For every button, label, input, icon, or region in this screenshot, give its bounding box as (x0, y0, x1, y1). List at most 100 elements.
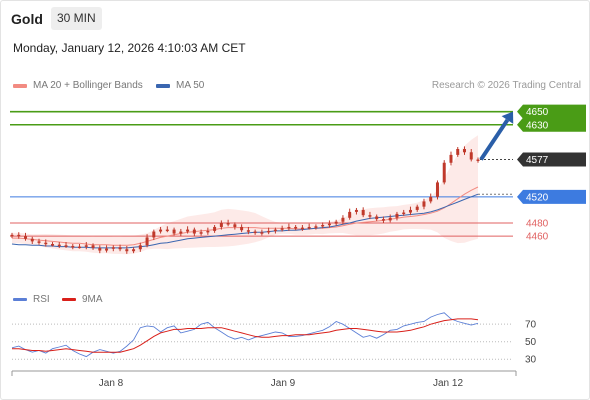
candle-body (267, 230, 271, 233)
level-tag-4520: 4520 (517, 189, 586, 204)
price-candle (159, 226, 163, 234)
price-candle (233, 222, 237, 230)
candle-body (125, 249, 129, 252)
price-candle (10, 232, 14, 239)
candle-body (449, 154, 453, 163)
price-candle (165, 226, 169, 233)
price-candle (246, 226, 250, 235)
price-candle (172, 227, 176, 236)
candle-body (300, 227, 304, 230)
candle-body (30, 238, 34, 242)
price-candle (462, 146, 466, 155)
price-candle (91, 243, 95, 250)
candle-body (206, 230, 210, 233)
candle-body (375, 216, 379, 220)
candle-body (71, 245, 75, 248)
rsi-line (11, 312, 479, 358)
arrow-shaft (479, 118, 510, 161)
candle-body (402, 212, 406, 215)
price-candle (186, 226, 190, 234)
candle-body (233, 224, 237, 227)
candle-body (44, 242, 48, 245)
candle-body (91, 245, 95, 248)
candle-body (159, 229, 163, 232)
level-tag-bg (517, 152, 586, 167)
candle-body (422, 201, 426, 207)
level-tag-4650: 4650 (517, 104, 586, 119)
candle-body (78, 246, 82, 249)
candle-body (132, 249, 136, 252)
price-candle (321, 222, 325, 229)
price-candle (422, 198, 426, 210)
price-candle (199, 229, 203, 236)
price-candle (78, 244, 82, 249)
price-candle (408, 206, 412, 216)
level-tag-text: 4520 (526, 192, 549, 203)
price-candle (415, 204, 419, 212)
candle-body (118, 247, 122, 250)
ma20-line (12, 186, 479, 246)
rsi-swatch (13, 298, 27, 301)
timeframe-button[interactable]: 30 MIN (51, 7, 102, 30)
price-candle (368, 211, 372, 220)
legend-rsi-label: RSI (33, 294, 50, 305)
price-candle (192, 227, 196, 237)
rsi-tick-70: 70 (525, 320, 537, 331)
level-tag-bg (517, 117, 586, 132)
level-tag-text: 4650 (526, 107, 549, 118)
candle-body (307, 226, 311, 229)
level-tag-4577: 4577 (517, 152, 586, 167)
candle-body (462, 149, 466, 153)
price-candle (118, 244, 122, 252)
price-candle (267, 227, 271, 235)
instrument-title: Gold (11, 11, 43, 27)
projection-arrow (479, 111, 514, 161)
candle-body (10, 234, 14, 237)
candle-body (435, 182, 439, 197)
candle-body (442, 162, 446, 183)
candle-body (429, 196, 433, 202)
price-candle (64, 242, 68, 248)
price-candle (348, 208, 352, 220)
candle-body (226, 223, 230, 225)
price-candle (402, 209, 406, 216)
price-candle (314, 224, 318, 230)
candle-body (260, 232, 264, 234)
price-candle (84, 242, 88, 250)
candle-body (84, 245, 88, 247)
price-candle (287, 223, 291, 231)
report-datetime: Monday, January 12, 2026 4:10:03 AM CET (13, 41, 246, 55)
price-candle (429, 193, 433, 204)
price-candle (307, 223, 311, 230)
candle-body (381, 219, 385, 221)
ma20-swatch (13, 83, 27, 88)
price-candle (456, 147, 460, 157)
price-candle (375, 214, 379, 222)
price-candle (361, 207, 365, 218)
price-candle (240, 224, 244, 233)
price-candle (206, 227, 210, 235)
legend-ma20: MA 20 + Bollinger Bands (13, 80, 143, 91)
candle-body (240, 226, 244, 231)
rsi-tick-50: 50 (525, 337, 537, 348)
candle-body (213, 226, 217, 231)
candle-body (408, 209, 412, 213)
legend-ma20-label: MA 20 + Bollinger Bands (33, 80, 143, 91)
price-candle (476, 157, 480, 163)
candle-body (219, 223, 223, 227)
price-candle (132, 247, 136, 254)
price-candle (341, 215, 345, 225)
price-candle (334, 219, 338, 226)
price-candle (17, 232, 21, 239)
candle-body (246, 230, 250, 232)
price-candle (388, 214, 392, 223)
rsi-ma-swatch (62, 298, 76, 301)
candle-body (469, 152, 473, 160)
candle-body (199, 232, 203, 234)
candle-body (334, 221, 338, 224)
candle-body (294, 226, 298, 229)
candle-body (361, 209, 365, 216)
candle-body (253, 231, 257, 234)
candle-body (280, 228, 284, 230)
candle-body (368, 215, 372, 217)
